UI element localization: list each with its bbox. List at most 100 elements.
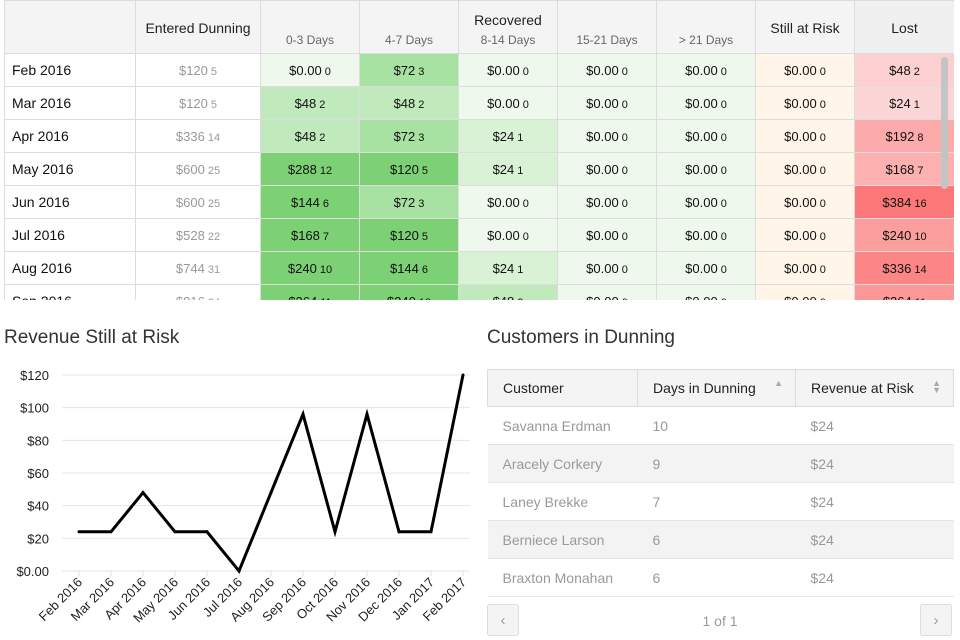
risk-data-point[interactable] bbox=[141, 491, 145, 495]
cell-amount: $0.00 bbox=[784, 227, 817, 243]
y-tick-label: $80 bbox=[27, 433, 49, 448]
cell-amount: $48 bbox=[393, 95, 416, 111]
cell-amount: $0.00 bbox=[685, 194, 718, 210]
risk-data-point[interactable] bbox=[205, 530, 209, 534]
customer-row[interactable]: Aracely Corkery 9 $24 bbox=[487, 444, 954, 483]
header-4-7-days: 4-7 Days bbox=[359, 0, 459, 54]
cohort-cell-d03: $288 12 bbox=[260, 152, 360, 186]
cohort-cell-entered: $600 25 bbox=[135, 185, 261, 219]
cohort-row: Sep 2016$81634$26411$24010$482$0.000$0.0… bbox=[4, 284, 954, 301]
cohort-cell-lost: $384 16 bbox=[854, 185, 954, 219]
customer-row[interactable]: Braxton Monahan 6 $24 bbox=[487, 558, 954, 597]
column-customer[interactable]: Customer bbox=[487, 369, 638, 407]
sort-both-icon: ▲ ▼ bbox=[932, 378, 941, 395]
cell-count: 14 bbox=[914, 263, 927, 276]
cohort-cell-d03: $0.00 0 bbox=[260, 53, 360, 87]
cell-count: 0 bbox=[622, 297, 628, 301]
risk-data-point[interactable] bbox=[77, 530, 81, 534]
cohort-cell-entered: $744 31 bbox=[135, 251, 261, 285]
cohort-row: Feb 2016 $120 5 $0.00 0 $72 3 $0.00 0 $0.00 0 $0.00… bbox=[4, 53, 954, 87]
cohort-cell-entered: $81634 bbox=[135, 284, 261, 300]
cohort-cell-d814: $0.00 0 bbox=[458, 86, 558, 120]
header-0-3-days: 0-3 Days bbox=[260, 0, 360, 54]
cell-amount: $0.00 bbox=[586, 260, 619, 276]
cell-count: 3 bbox=[418, 197, 425, 210]
y-tick-label: $60 bbox=[27, 466, 49, 481]
customer-row[interactable]: Laney Brekke 7 $24 bbox=[487, 482, 954, 521]
cohort-cell-d47: $48 2 bbox=[359, 86, 459, 120]
header-recovered-group: Recovered bbox=[474, 12, 542, 28]
cell-count: 0 bbox=[720, 65, 727, 78]
cohort-cell-still: $0.000 bbox=[755, 284, 855, 300]
cell-count: 0 bbox=[621, 65, 628, 78]
next-page-button[interactable]: › bbox=[920, 604, 952, 636]
cell-count: 0 bbox=[819, 164, 826, 177]
risk-data-point[interactable] bbox=[397, 530, 401, 534]
cell-amount: $0.00 bbox=[685, 161, 718, 177]
risk-data-point[interactable] bbox=[237, 569, 241, 573]
column-revenue-at-risk[interactable]: Revenue at Risk ▲ ▼ bbox=[795, 369, 954, 407]
risk-data-point[interactable] bbox=[461, 373, 465, 377]
cell-count: 0 bbox=[522, 65, 529, 78]
cell-count: 0 bbox=[522, 197, 529, 210]
cell-amount: $0.00 bbox=[586, 294, 619, 301]
customer-revenue: $24 bbox=[795, 444, 954, 483]
cell-amount: $0.00 bbox=[784, 194, 817, 210]
cohort-cell-lost: $192 8 bbox=[854, 119, 954, 153]
risk-data-point[interactable] bbox=[269, 491, 273, 495]
cell-count: 2 bbox=[517, 297, 523, 301]
risk-data-point[interactable] bbox=[429, 530, 433, 534]
cell-amount: $0.00 bbox=[784, 260, 817, 276]
customer-days: 6 bbox=[637, 520, 796, 559]
cohort-cell-d47: $72 3 bbox=[359, 185, 459, 219]
cell-count: 0 bbox=[720, 131, 727, 144]
cell-amount: $0.00 bbox=[586, 62, 619, 78]
cell-count: 1 bbox=[913, 98, 920, 111]
customer-days: 6 bbox=[637, 558, 796, 597]
cell-count: 0 bbox=[720, 98, 727, 111]
cell-amount: $528 bbox=[175, 227, 205, 243]
cohort-cell-entered: $120 5 bbox=[135, 53, 261, 87]
cell-count: 7 bbox=[917, 164, 924, 177]
cell-amount: $336 bbox=[175, 128, 205, 144]
customer-name: Savanna Erdman bbox=[487, 406, 638, 445]
cell-amount: $0.00 bbox=[586, 161, 619, 177]
cohort-cell-d814: $482 bbox=[458, 284, 558, 301]
cohort-cell-d03: $240 10 bbox=[260, 251, 360, 285]
customer-row[interactable]: Savanna Erdman 10 $24 bbox=[487, 406, 954, 445]
risk-data-point[interactable] bbox=[333, 530, 337, 534]
dunning-cohort-table-container[interactable]: Entered Dunning 0-3 Days 4-7 Days Recove… bbox=[4, 0, 954, 300]
risk-data-point[interactable] bbox=[109, 530, 113, 534]
cell-count: 2 bbox=[418, 98, 425, 111]
column-days-in-dunning[interactable]: Days in Dunning ▲ bbox=[637, 369, 796, 407]
cohort-month: Mar 2016 bbox=[4, 86, 136, 120]
cell-amount: $120 bbox=[178, 95, 208, 111]
cell-amount: $240 bbox=[882, 227, 912, 243]
cell-count: 0 bbox=[819, 65, 826, 78]
risk-data-point[interactable] bbox=[173, 530, 177, 534]
prev-page-button[interactable]: ‹ bbox=[487, 604, 519, 636]
cohort-cell-entered: $336 14 bbox=[135, 119, 261, 153]
cell-amount: $48 bbox=[493, 294, 515, 301]
cell-count: 10 bbox=[914, 230, 927, 243]
cell-count: 0 bbox=[621, 164, 628, 177]
cohort-cell-d47: $144 6 bbox=[359, 251, 459, 285]
cohort-cell-d47: $72 3 bbox=[359, 119, 459, 153]
risk-data-point[interactable] bbox=[365, 412, 369, 416]
cell-amount: $0.00 bbox=[586, 95, 619, 111]
customer-row[interactable]: Berniece Larson 6 $24 bbox=[487, 520, 954, 559]
cell-count: 0 bbox=[621, 131, 628, 144]
y-tick-label: $100 bbox=[20, 401, 49, 416]
cohort-month: Feb 2016 bbox=[4, 53, 136, 87]
cell-amount: $744 bbox=[175, 260, 205, 276]
cell-count: 0 bbox=[819, 230, 826, 243]
risk-data-point[interactable] bbox=[301, 412, 305, 416]
cell-amount: $384 bbox=[882, 194, 912, 210]
cohort-scrollbar[interactable] bbox=[941, 57, 948, 189]
cohort-cell-d47: $72 3 bbox=[359, 53, 459, 87]
